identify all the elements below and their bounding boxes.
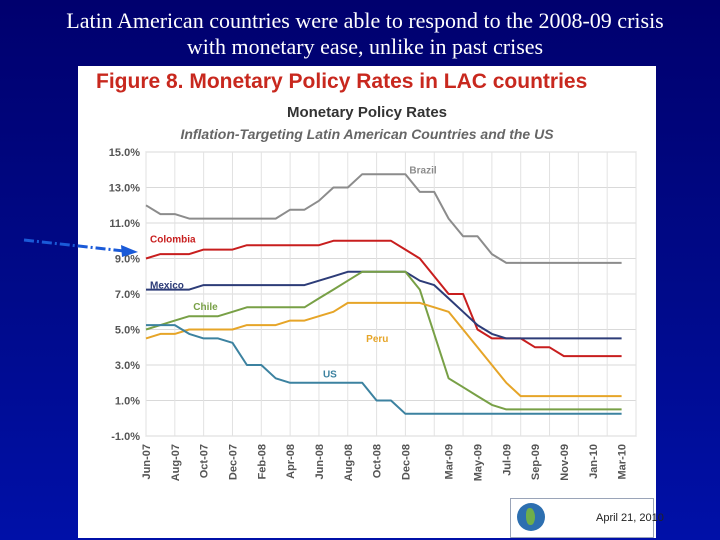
globe-icon: [517, 503, 545, 531]
series-label-chile: Chile: [193, 302, 218, 313]
x-tick-label: Dec-07: [227, 444, 239, 480]
figure-panel: Figure 8. Monetary Policy Rates in LAC c…: [78, 66, 664, 538]
series-line-colombia: [145, 239, 622, 358]
series-line-chile: [145, 270, 622, 411]
x-tick-label: Jun-08: [314, 444, 326, 479]
y-tick-label: 5.0%: [115, 325, 140, 337]
chart-subtitle: Inflation-Targeting Latin American Count…: [180, 126, 554, 142]
series-label-brazil: Brazil: [409, 165, 436, 176]
x-tick-label: Dec-08: [400, 444, 412, 480]
x-tick-label: Aug-08: [343, 444, 355, 481]
x-tick-label: Aug-07: [170, 444, 182, 481]
y-tick-label: 1.0%: [115, 396, 140, 408]
x-tick-label: Mar-09: [444, 444, 456, 479]
slide-title-line-1: Latin American countries were able to re…: [66, 8, 664, 33]
slide-title-line-2: with monetary ease, unlike in past crise…: [186, 34, 544, 59]
series-label-colombia: Colombia: [150, 235, 196, 246]
slide-title: Latin American countries were able to re…: [20, 8, 710, 60]
line-chart: 15.0% 13.0% 11.0% 9.0% 7.0% 5.0% 3.0% 1.0% -1.0%…: [109, 147, 637, 481]
series-line-us: [146, 324, 622, 415]
y-tick-label: 7.0%: [115, 289, 140, 301]
x-tick-label: Mar-10: [617, 444, 629, 479]
x-tick-label: Nov-09: [559, 444, 571, 481]
x-tick-label: Jul-09: [501, 444, 513, 476]
figure-title: Figure 8. Monetary Policy Rates in LAC c…: [96, 70, 588, 93]
y-tick-label: 13.0%: [109, 183, 140, 195]
y-tick-label: 11.0%: [109, 218, 140, 230]
x-tick-label: Apr-08: [285, 444, 297, 479]
y-tick-label: 15.0%: [109, 147, 140, 159]
chart-title: Monetary Policy Rates: [286, 104, 448, 121]
x-tick-label: Sep-09: [530, 444, 542, 480]
slide-date: April 21, 2010: [596, 512, 664, 524]
series-label-us: US: [323, 369, 337, 380]
x-tick-label: Oct-07: [199, 444, 211, 478]
x-tick-label: Jun-07: [141, 444, 153, 479]
y-tick-label: 9.0%: [115, 254, 140, 266]
series-label-peru: Peru: [366, 334, 388, 345]
x-tick-label: May-09: [472, 444, 484, 481]
x-tick-label: Oct-08: [372, 444, 384, 478]
y-tick-label: -1.0%: [111, 431, 140, 443]
y-tick-label: 3.0%: [115, 360, 140, 372]
x-tick-label: Feb-08: [256, 444, 268, 479]
series-line-brazil: [145, 173, 622, 264]
x-tick-label: Jan-10: [588, 444, 600, 479]
series-line-peru: [145, 301, 622, 398]
series-label-mexico: Mexico: [150, 281, 184, 292]
